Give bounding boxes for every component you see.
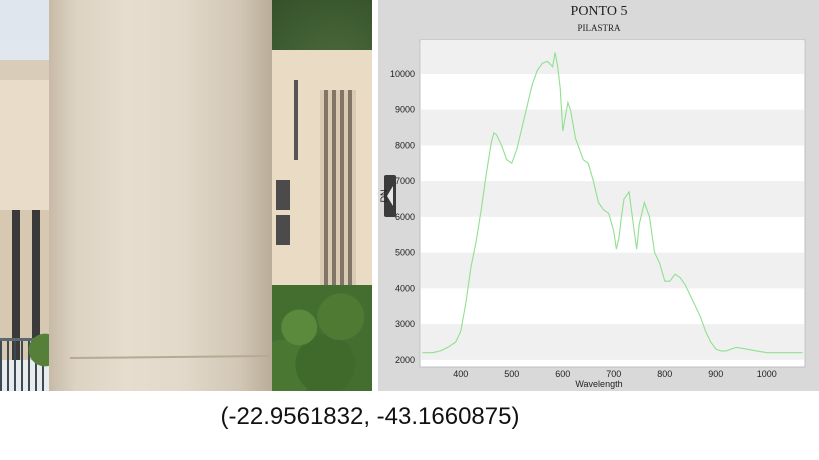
y-axis-label: DN: [379, 190, 389, 203]
lattice-facade: [320, 90, 356, 310]
y-tick-label: 4000: [395, 283, 415, 293]
trees: [268, 285, 372, 391]
x-tick-label: 400: [453, 369, 468, 379]
x-tick-label: 500: [504, 369, 519, 379]
spectrum-line: [422, 52, 803, 354]
pilaster-column: [49, 0, 272, 391]
chart-subtitle: PILASTRA: [577, 23, 621, 33]
grid-band: [421, 252, 804, 289]
y-tick-label: 9000: [395, 105, 415, 115]
y-tick-label: 7000: [395, 176, 415, 186]
building-photo: [0, 0, 372, 391]
x-tick-label: 600: [555, 369, 570, 379]
left-building-column: [20, 210, 32, 360]
right-building: [262, 50, 372, 310]
y-tick-label: 5000: [395, 248, 415, 258]
chart-title: PONTO 5: [571, 4, 628, 19]
x-tick-label: 1000: [757, 369, 777, 379]
spectrum-chart-panel: PONTO 5 PILASTRA 2000 3000 4000 5000 6000 700…: [378, 0, 819, 391]
spectrum-chart: PONTO 5 PILASTRA 2000 3000 4000 5000 6000 700…: [379, 4, 806, 389]
y-tick-label: 3000: [395, 319, 415, 329]
chevron-left-icon[interactable]: [387, 186, 393, 206]
gps-coordinates: (-22.9561832, -43.1660875): [220, 403, 520, 430]
x-tick-label: 900: [708, 369, 723, 379]
y-tick-label: 8000: [395, 140, 415, 150]
y-tick-label: 2000: [395, 355, 415, 365]
left-building-opening: [12, 210, 20, 360]
grid-band: [421, 40, 804, 74]
y-tick-label: 10000: [390, 69, 415, 79]
x-tick-label: 800: [657, 369, 672, 379]
x-axis-ticks: 400 500 600 700 800 900 1000: [453, 369, 776, 379]
drain-pipe: [294, 80, 298, 160]
left-building-opening: [32, 210, 40, 360]
window: [276, 215, 290, 245]
grid-band: [421, 181, 804, 217]
grid-band: [421, 324, 804, 360]
x-tick-label: 700: [606, 369, 621, 379]
window: [276, 180, 290, 210]
left-building-column: [0, 210, 12, 360]
x-axis-label: Wavelength: [575, 379, 622, 389]
y-axis-ticks: 2000 3000 4000 5000 6000 7000 8000 9000 10000: [390, 69, 415, 365]
grid-band: [421, 109, 804, 146]
y-tick-label: 6000: [395, 212, 415, 222]
